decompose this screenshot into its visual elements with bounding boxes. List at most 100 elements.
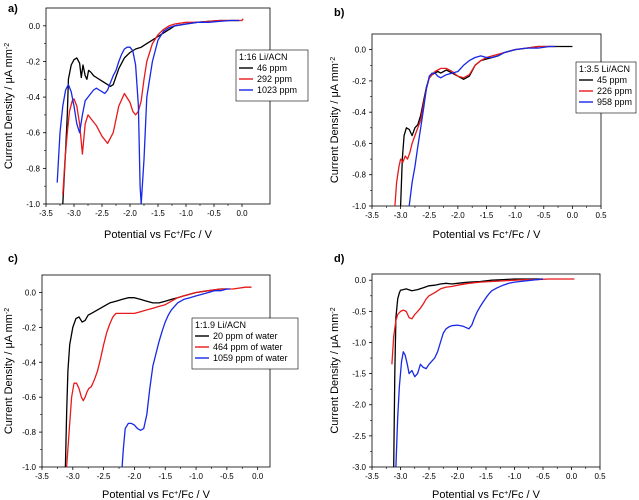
y-tick-label: -0.8: [22, 428, 36, 437]
x-tick-label: -3.5: [35, 472, 49, 481]
plot-frame: [371, 33, 602, 207]
y-axis-title: Current Density / μA mm-2: [329, 57, 341, 183]
x-tick-label: -3.5: [365, 211, 379, 220]
series-line-2: [62, 18, 244, 196]
legend-title: 1:3.5 Li/ACN: [579, 64, 630, 74]
y-tick-label: -0.5: [352, 307, 366, 316]
legend-box: [235, 49, 309, 102]
x-tick-label: -2.5: [422, 472, 436, 481]
y-tick-label: -0.4: [22, 358, 36, 367]
y-tick-label: -0.8: [26, 164, 40, 173]
y-tick-label: -2.5: [352, 432, 366, 441]
plot-frame: [41, 274, 271, 468]
plot-frame: [371, 273, 601, 468]
x-tick-label: 0.0: [566, 472, 578, 481]
legend-label: 226 ppm: [597, 86, 632, 96]
panel-letter: a): [8, 3, 18, 15]
x-tick-label: -1.0: [179, 209, 193, 218]
y-tick-label: -0.6: [352, 139, 366, 148]
legend-label: 1023 ppm: [257, 85, 297, 95]
series-line-1: [393, 278, 543, 467]
x-tick-label: -1.0: [508, 472, 522, 481]
x-axis-title: Potential vs Fc+/Fc / V: [432, 229, 541, 241]
legend-label: 958 ppm: [597, 97, 632, 107]
y-tick-label: -0.4: [352, 108, 366, 117]
y-tick-label: -0.2: [22, 323, 36, 332]
y-tick-label: 0.0: [29, 22, 41, 31]
y-tick-label: -0.8: [352, 171, 366, 180]
x-tick-label: -0.5: [207, 209, 221, 218]
x-tick-label: 0.0: [567, 211, 579, 220]
y-axis-title: Current Density / μA mm-2: [3, 308, 15, 434]
series-line-3: [121, 288, 230, 467]
series-line-3: [395, 278, 544, 467]
legend-box: [191, 317, 299, 370]
x-tick-label: 0.0: [252, 472, 264, 481]
series-group: [394, 45, 573, 206]
y-tick-label: -0.4: [26, 93, 40, 102]
x-tick-label: -2.5: [422, 211, 436, 220]
series-line-1: [64, 288, 227, 467]
y-tick-label: -3.0: [352, 463, 366, 472]
x-tick-label: 0.0: [236, 209, 248, 218]
series-line-2: [391, 278, 575, 365]
series-group: [391, 278, 575, 467]
x-tick-label: -2.0: [128, 472, 142, 481]
x-tick-label: -2.0: [451, 211, 465, 220]
y-axis-title: Current Density / μA mm-2: [329, 307, 341, 433]
legend-label: 20 ppm of water: [213, 331, 278, 341]
panel-d: -3.5 -3.0 -2.5 -2.0 -1.5 -1.0 -0.5 0.0 0.5-3.0-2…: [329, 253, 606, 500]
series-line-1: [399, 45, 573, 206]
x-tick-label: -2.5: [95, 209, 109, 218]
x-tick-label: -3.0: [66, 472, 80, 481]
x-axis-title: Potential vs Fc+/Fc / V: [102, 489, 211, 500]
y-tick-label: -1.0: [352, 338, 366, 347]
series-line-2: [65, 286, 252, 467]
y-tick-label: -0.6: [22, 393, 36, 402]
y-tick-label: 0.0: [355, 276, 367, 285]
x-tick-label: -3.0: [394, 472, 408, 481]
x-tick-label: -1.5: [479, 472, 493, 481]
y-tick-label: -1.0: [352, 202, 366, 211]
y-tick-label: -0.2: [352, 77, 366, 86]
x-tick-label: -2.0: [123, 209, 137, 218]
x-tick-label: -2.5: [97, 472, 111, 481]
y-tick-label: -1.0: [22, 463, 36, 472]
y-tick-label: -2.0: [352, 401, 366, 410]
x-tick-label: -1.5: [158, 472, 172, 481]
x-tick-label: -1.5: [480, 211, 494, 220]
x-tick-label: -1.0: [189, 472, 203, 481]
y-axis-title: Current Density / μA mm-2: [3, 43, 15, 169]
series-group: [56, 18, 244, 204]
x-tick-label: -3.0: [67, 209, 81, 218]
legend-title: 1:16 Li/ACN: [239, 52, 288, 62]
series-line-2: [394, 45, 556, 206]
series-group: [64, 286, 252, 467]
x-axis-title: Potential vs Fc+/Fc / V: [104, 229, 213, 241]
legend-label: 464 ppm of water: [213, 342, 283, 352]
legend-box: [575, 61, 637, 114]
y-tick-label: 0.0: [25, 288, 37, 297]
x-tick-label: 0.5: [595, 211, 607, 220]
x-tick-label: -1.5: [151, 209, 165, 218]
y-tick-label: -0.2: [26, 57, 40, 66]
y-tick-label: -1.5: [352, 370, 366, 379]
legend-label: 1059 ppm of water: [213, 353, 288, 363]
x-tick-label: -1.0: [508, 211, 522, 220]
legend-title: 1:1.9 Li/ACN: [195, 320, 246, 330]
x-tick-label: -0.5: [536, 472, 550, 481]
x-tick-label: -0.5: [537, 211, 551, 220]
x-tick-label: -2.0: [451, 472, 465, 481]
y-tick-label: -1.0: [26, 200, 40, 209]
x-tick-label: 0.5: [594, 472, 606, 481]
panel-letter: c): [8, 253, 18, 265]
y-tick-label: 0.0: [355, 46, 367, 55]
legend-label: 45 ppm: [597, 75, 627, 85]
panel-letter: b): [334, 7, 345, 19]
series-line-3: [56, 19, 240, 204]
legend-label: 292 ppm: [257, 74, 292, 84]
